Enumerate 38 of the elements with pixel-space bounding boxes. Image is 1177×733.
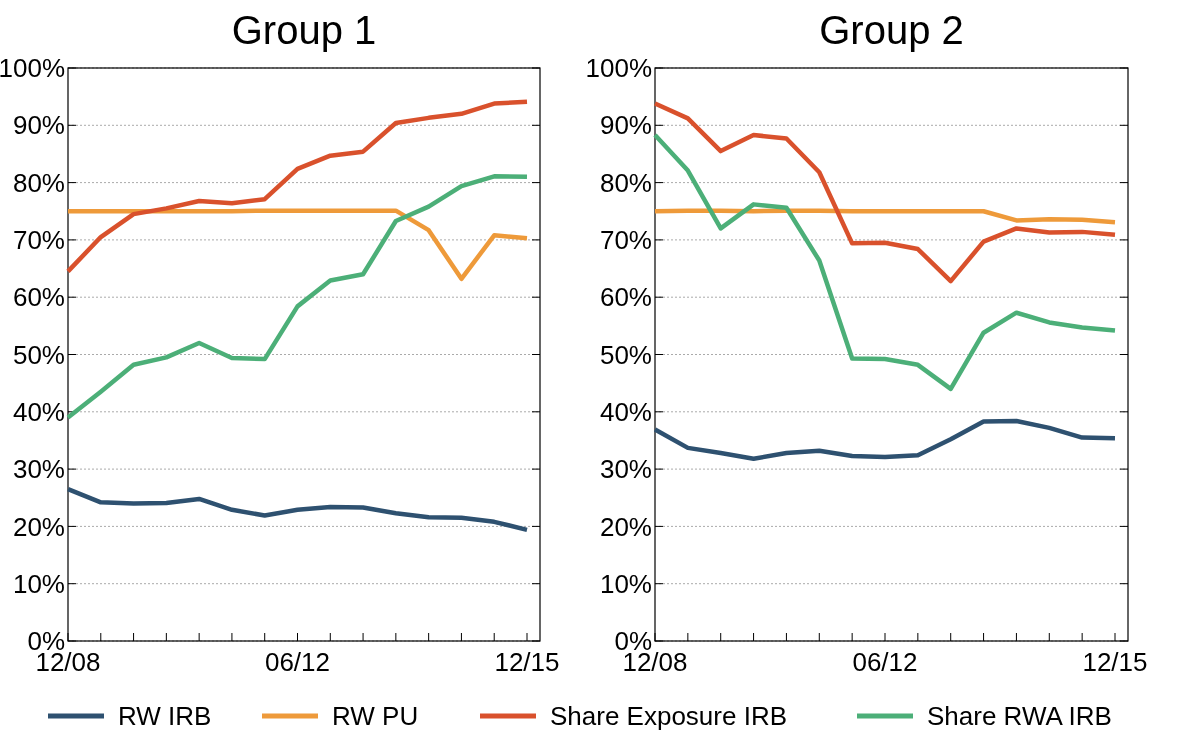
y-tick-label: 70%	[599, 225, 652, 255]
line-series	[65, 174, 530, 420]
chart-title: Group 2	[819, 8, 964, 52]
legend-label: Share RWA IRB	[927, 701, 1112, 732]
y-tick-label: 90%	[599, 110, 652, 141]
y-tick-label: 20%	[12, 511, 65, 542]
legend-label: RW IRB	[118, 701, 212, 732]
y-tick-label: 10%	[12, 568, 65, 599]
x-tick-label: 12/15	[1082, 647, 1148, 677]
y-tick-label: 20%	[599, 511, 652, 542]
y-tick-label: 60%	[599, 282, 652, 313]
line-series	[65, 99, 530, 274]
y-tick-label: 80%	[12, 167, 65, 198]
legend-label: Share Exposure IRB	[550, 701, 788, 732]
y-tick-label: 40%	[12, 396, 65, 427]
y-tick-label: 80%	[599, 167, 652, 198]
y-tick-label: 50%	[12, 339, 65, 370]
y-tick-label: 100%	[0, 53, 65, 84]
y-tick-label: 90%	[12, 110, 65, 141]
y-tick-label: 30%	[12, 454, 65, 485]
y-tick-label: 40%	[599, 396, 652, 427]
line-series	[65, 208, 530, 282]
line-series	[652, 418, 1118, 462]
y-tick-label: 70%	[12, 225, 65, 255]
line-series	[652, 208, 1118, 225]
y-tick-label: 50%	[599, 339, 652, 370]
line-series	[652, 132, 1118, 392]
x-tick-label: 06/12	[852, 647, 918, 677]
chart-title: Group 1	[231, 8, 377, 52]
y-tick-label: 60%	[12, 282, 65, 313]
line-series	[652, 101, 1118, 284]
line-series	[65, 486, 530, 533]
legend-label: RW PU	[332, 701, 419, 732]
x-tick-label: 12/15	[494, 647, 560, 677]
y-tick-label: 10%	[599, 568, 652, 599]
y-tick-label: 30%	[599, 454, 652, 485]
x-tick-label: 06/12	[264, 647, 331, 677]
y-tick-label: 100%	[585, 53, 652, 84]
